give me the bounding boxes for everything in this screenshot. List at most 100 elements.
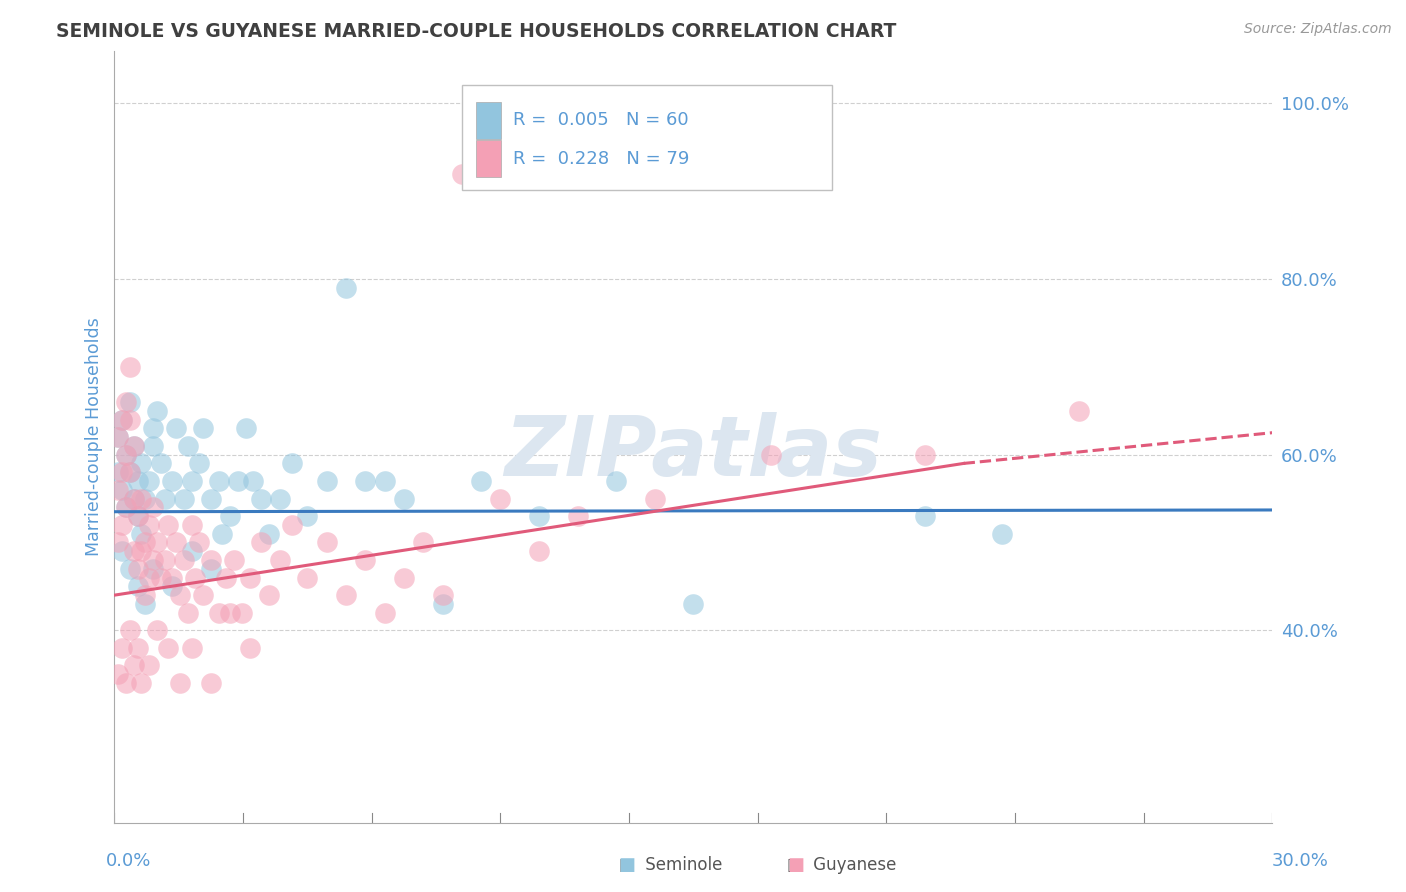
Point [315, 535, 337, 549]
Point [173, 491, 195, 506]
Point [392, 491, 415, 506]
Point [142, 439, 165, 453]
Point [138, 658, 160, 673]
Point [115, 395, 138, 409]
Point [146, 624, 169, 638]
Point [269, 553, 291, 567]
Point [107, 483, 129, 497]
Point [111, 412, 134, 426]
FancyBboxPatch shape [461, 86, 832, 190]
Point [138, 517, 160, 532]
Point [162, 474, 184, 488]
Point [682, 597, 704, 611]
Text: □  Seminole: □ Seminole [619, 856, 723, 874]
Text: ZIPatlas: ZIPatlas [505, 412, 883, 493]
Point [489, 491, 512, 506]
Point [200, 676, 222, 690]
Point [169, 676, 191, 690]
Point [219, 509, 242, 524]
Point [142, 553, 165, 567]
Point [759, 448, 782, 462]
Point [127, 509, 149, 524]
Point [169, 588, 191, 602]
Point [118, 395, 141, 409]
Point [118, 465, 141, 479]
Point [914, 509, 936, 524]
Point [200, 491, 222, 506]
Point [173, 553, 195, 567]
Point [107, 535, 129, 549]
Point [127, 474, 149, 488]
Point [122, 491, 145, 506]
Point [131, 676, 153, 690]
Point [914, 448, 936, 462]
Point [297, 509, 319, 524]
Point [180, 517, 202, 532]
Point [134, 597, 156, 611]
Point [208, 474, 231, 488]
Point [250, 491, 273, 506]
Point [149, 571, 172, 585]
Text: □  Guyanese: □ Guyanese [787, 856, 897, 874]
Point [315, 474, 337, 488]
Point [470, 474, 492, 488]
Point [111, 517, 134, 532]
Point [188, 535, 211, 549]
Point [184, 571, 207, 585]
Point [146, 535, 169, 549]
Point [354, 474, 377, 488]
Point [297, 571, 319, 585]
Point [644, 491, 666, 506]
Point [127, 562, 149, 576]
Point [211, 526, 233, 541]
Point [111, 465, 134, 479]
Point [219, 606, 242, 620]
Point [122, 491, 145, 506]
Point [193, 588, 215, 602]
Point [127, 640, 149, 655]
Point [374, 474, 396, 488]
Point [111, 412, 134, 426]
Point [1069, 403, 1091, 417]
Point [131, 544, 153, 558]
Point [134, 588, 156, 602]
Text: Source: ZipAtlas.com: Source: ZipAtlas.com [1244, 22, 1392, 37]
Text: R =  0.228   N = 79: R = 0.228 N = 79 [513, 150, 689, 168]
Point [127, 579, 149, 593]
Point [131, 457, 153, 471]
Point [149, 457, 172, 471]
Point [138, 571, 160, 585]
Point [235, 421, 257, 435]
Point [567, 509, 589, 524]
Point [354, 553, 377, 567]
Point [527, 544, 550, 558]
Point [281, 517, 304, 532]
Text: 30.0%: 30.0% [1272, 852, 1329, 870]
Point [432, 588, 454, 602]
Text: 0.0%: 0.0% [105, 852, 150, 870]
Point [115, 448, 138, 462]
Point [146, 403, 169, 417]
Text: SEMINOLE VS GUYANESE MARRIED-COUPLE HOUSEHOLDS CORRELATION CHART: SEMINOLE VS GUYANESE MARRIED-COUPLE HOUS… [56, 22, 897, 41]
FancyBboxPatch shape [475, 140, 501, 178]
Point [127, 509, 149, 524]
Point [226, 474, 249, 488]
Point [157, 517, 180, 532]
Point [450, 167, 472, 181]
Point [122, 439, 145, 453]
Point [177, 606, 200, 620]
Point [222, 553, 245, 567]
Point [605, 474, 627, 488]
Point [162, 579, 184, 593]
Point [115, 448, 138, 462]
Point [162, 571, 184, 585]
Point [215, 571, 238, 585]
Point [188, 457, 211, 471]
Point [200, 562, 222, 576]
Point [335, 281, 357, 295]
Point [142, 421, 165, 435]
Point [111, 544, 134, 558]
Point [193, 421, 215, 435]
Point [238, 640, 260, 655]
Point [131, 526, 153, 541]
